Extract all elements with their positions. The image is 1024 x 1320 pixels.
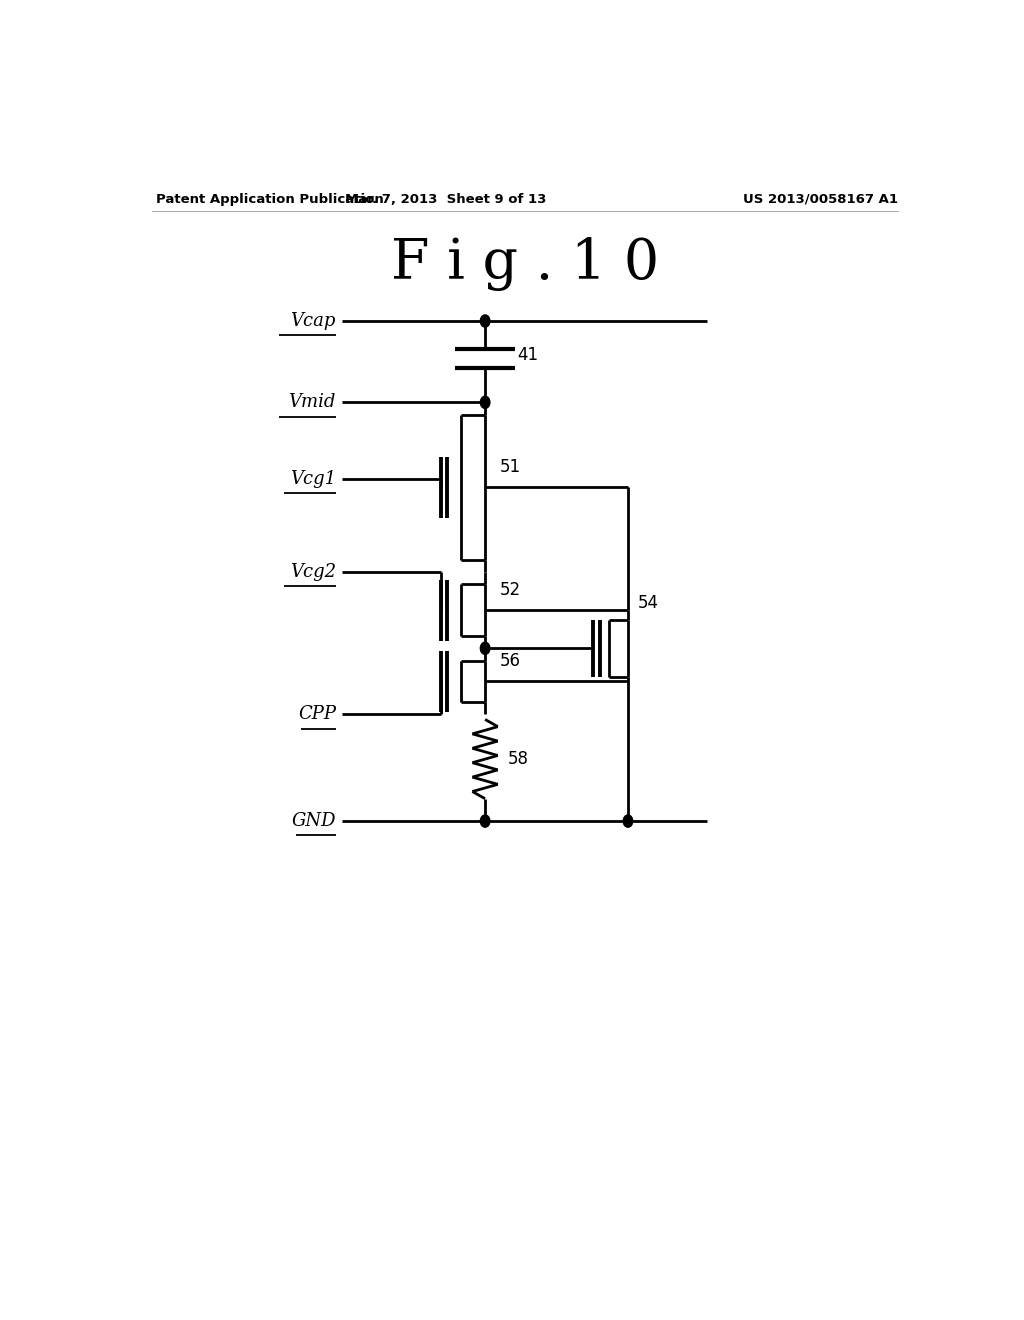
Text: Patent Application Publication: Patent Application Publication [156, 193, 384, 206]
Text: Vcap: Vcap [291, 312, 336, 330]
Text: 54: 54 [638, 594, 658, 611]
Text: CPP: CPP [298, 705, 336, 723]
Circle shape [480, 396, 489, 408]
Text: GND: GND [292, 812, 336, 830]
Circle shape [480, 814, 489, 828]
Circle shape [480, 643, 489, 655]
Text: Vcg2: Vcg2 [290, 564, 336, 581]
Text: Vmid: Vmid [289, 393, 336, 412]
Text: 41: 41 [517, 346, 538, 364]
Text: 52: 52 [500, 581, 520, 599]
Text: Mar. 7, 2013  Sheet 9 of 13: Mar. 7, 2013 Sheet 9 of 13 [345, 193, 546, 206]
Circle shape [624, 814, 633, 828]
Text: 56: 56 [500, 652, 520, 671]
Text: F i g . 1 0: F i g . 1 0 [391, 236, 658, 292]
Circle shape [480, 315, 489, 327]
Text: Vcg1: Vcg1 [290, 470, 336, 487]
Text: 51: 51 [500, 458, 520, 477]
Text: US 2013/0058167 A1: US 2013/0058167 A1 [742, 193, 898, 206]
Text: 58: 58 [507, 750, 528, 768]
